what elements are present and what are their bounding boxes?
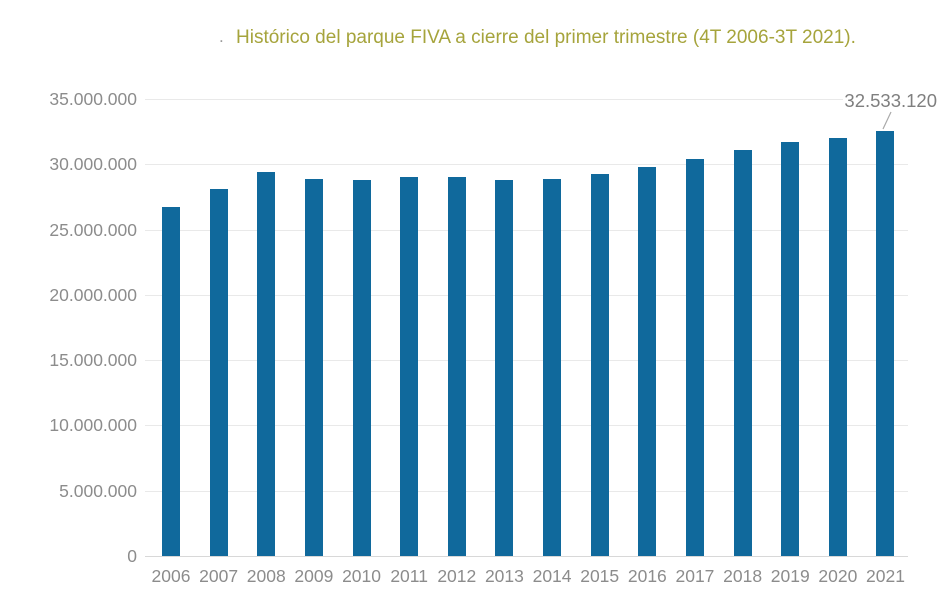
x-tick-label-2006: 2006: [151, 566, 191, 586]
bar-2007: [209, 189, 228, 556]
x-tick-label-2008: 2008: [246, 566, 286, 586]
bar-2014: [543, 179, 562, 556]
x-tick-label-2007: 2007: [199, 566, 239, 586]
title-prefix-dot: .: [219, 27, 224, 46]
bar-2006: [162, 207, 180, 556]
y-tick-label: 20.000.000: [49, 284, 137, 305]
gridline-35.000.000: [145, 98, 908, 100]
data-label-2021: 32.533.120: [843, 90, 937, 112]
y-tick-label: 25.000.000: [49, 219, 137, 240]
bar-2011: [400, 177, 419, 556]
bar-2013: [495, 179, 514, 556]
x-tick-label-2014: 2014: [532, 566, 572, 586]
bar-2020: [828, 138, 847, 556]
bar-2016: [638, 167, 657, 556]
x-tick-label-2009: 2009: [294, 566, 334, 586]
y-tick-label: 15.000.000: [49, 350, 137, 371]
gridline-20.000.000: [145, 294, 908, 296]
gridline-5.000.000: [145, 490, 908, 492]
y-tick-label: 30.000.000: [49, 154, 137, 175]
gridline-30.000.000: [145, 164, 908, 166]
bar-2015: [590, 173, 609, 556]
bar-2018: [733, 149, 752, 556]
x-tick-label-2013: 2013: [484, 566, 524, 586]
bar-2009: [304, 178, 323, 556]
x-tick-label-2020: 2020: [818, 566, 858, 586]
gridline-15.000.000: [145, 360, 908, 362]
y-tick-label: 5.000.000: [59, 480, 137, 501]
x-tick-label-2015: 2015: [580, 566, 620, 586]
bar-2008: [257, 172, 276, 556]
y-tick-label: 35.000.000: [49, 88, 137, 109]
x-tick-label-2017: 2017: [675, 566, 715, 586]
gridline-10.000.000: [145, 425, 908, 427]
bar-2019: [781, 141, 800, 556]
chart-title: Histórico del parque FIVA a cierre del p…: [236, 27, 856, 48]
x-tick-label-2018: 2018: [723, 566, 763, 586]
y-tick-label: 0: [127, 546, 137, 566]
bar-2010: [352, 179, 371, 556]
x-tick-label-2012: 2012: [437, 566, 477, 586]
gridline-25.000.000: [145, 229, 908, 231]
x-tick-label-2011: 2011: [390, 566, 428, 586]
bar-2012: [447, 177, 466, 556]
y-tick-label: 10.000.000: [49, 415, 137, 436]
x-tick-label-2021: 2021: [866, 566, 905, 586]
bar-2021: [876, 131, 895, 556]
gridline-0: [145, 556, 908, 557]
x-tick-label-2010: 2010: [342, 566, 381, 586]
x-tick-label-2019: 2019: [770, 566, 810, 586]
bar-2017: [685, 158, 704, 556]
x-tick-label-2016: 2016: [627, 566, 667, 586]
